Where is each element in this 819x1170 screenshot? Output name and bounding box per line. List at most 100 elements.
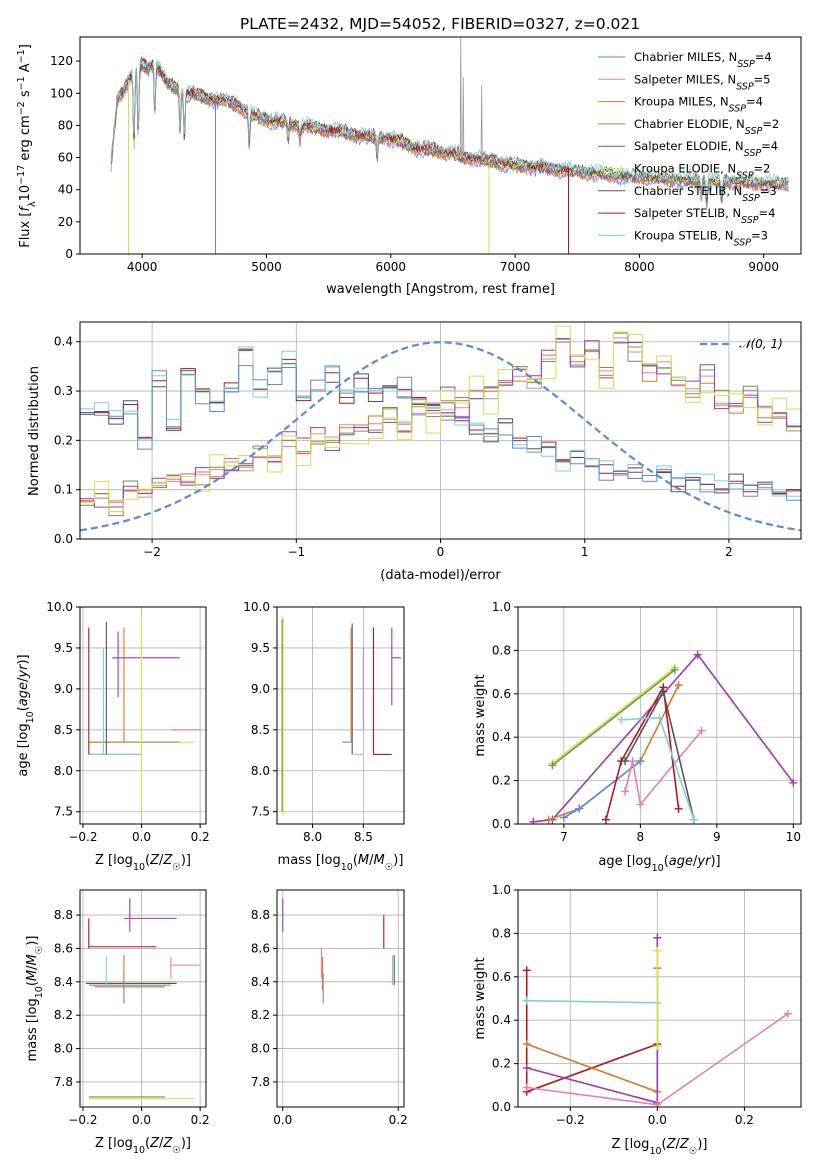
y-tick-label: 20: [58, 215, 73, 229]
weight-marker: [529, 817, 538, 824]
y-tick-label: 8.2: [251, 1008, 270, 1022]
x-tick-label: 9000: [748, 260, 779, 274]
y-tick-label: 9.0: [251, 682, 270, 696]
weight-marker: [601, 815, 610, 824]
hist-salp_elodie: [80, 338, 801, 508]
legend-entry: Kroupa MILES, NSSP=4: [634, 95, 763, 115]
y-tick-label: 8.0: [251, 764, 270, 778]
y-tick-label: 10.0: [46, 600, 73, 614]
weight-line-salp_elodie: [533, 653, 795, 823]
y-tick-label: 8.5: [251, 723, 270, 737]
emission-spike: [480, 85, 483, 160]
emission-spike: [462, 77, 465, 158]
gaussian-curve: [80, 341, 801, 532]
spectrum-line-salp_stelib: [110, 56, 569, 254]
x-tick-label: −0.2: [556, 1113, 585, 1127]
weight-marker: [548, 761, 557, 770]
x-tick-label: 0.0: [273, 1113, 292, 1127]
legend-entry: Chabrier STELIB, NSSP=3: [634, 184, 777, 204]
y-tick-label: 9.5: [251, 641, 270, 655]
weight-marker: [522, 1040, 531, 1049]
plot-frame: [79, 889, 207, 1108]
y-tick-label: 8.8: [54, 908, 73, 922]
weight-marker: [659, 687, 668, 696]
y-tick-label: 1.0: [492, 883, 511, 897]
x-tick-label: 10: [786, 830, 801, 844]
weight-marker: [575, 804, 584, 813]
weight-marker: [522, 1063, 531, 1072]
plot-frame: [79, 36, 802, 255]
residuals-panel: −2 −1 0 1 2 0.0 0.1 0.2 0.3 0.4 (data-model)/error…: [27, 321, 802, 583]
y-axis-label: age [log10(age/yr)]: [16, 654, 36, 776]
x-tick-label: 0.2: [735, 1113, 754, 1127]
x-tick-label: −1: [287, 545, 305, 559]
weight-marker: [670, 665, 679, 674]
y-axis-label: Normed distribution: [27, 366, 42, 496]
x-tick-label: 5000: [251, 260, 282, 274]
y-tick-label: 8.4: [251, 975, 270, 989]
figure-title: PLATE=2432, MJD=54052, FIBERID=0327, z=0…: [240, 15, 640, 33]
ebv-mass-panel: 0.0 0.2 7.8 8.0 8.2 8.4 8.6 8.8: [251, 889, 408, 1127]
y-tick-label: 0: [65, 247, 73, 261]
x-tick-label: 0.0: [648, 1113, 667, 1127]
weight-marker: [653, 946, 662, 955]
z-age-panel: −0.2 0.0 0.2 7.5 8.0 8.5 9.0 9.5 10.0 Z [log10(Z/…: [16, 600, 210, 873]
y-tick-label: 0.3: [54, 384, 73, 398]
y-tick-label: 120: [50, 54, 73, 68]
y-tick-label: 8.5: [54, 723, 73, 737]
y-tick-label: 0.8: [492, 926, 511, 940]
legend-entry: Salpeter STELIB, NSSP=4: [634, 206, 775, 226]
y-tick-label: 60: [58, 151, 73, 165]
x-tick-label: 7: [560, 830, 568, 844]
y-tick-label: 8.6: [54, 941, 73, 955]
weight-marker: [522, 996, 531, 1005]
x-tick-label: 8.5: [354, 830, 373, 844]
plot-frame: [276, 606, 405, 825]
weight-marker: [522, 966, 531, 975]
errorbars: [85, 898, 201, 1100]
spectrum-lines: [110, 37, 789, 254]
y-tick-label: 9.5: [54, 641, 73, 655]
age-weight-panel: 7 8 9 10 0.0 0.2 0.4 0.6 0.8 1.0 age [log10(age/yr…: [473, 600, 802, 874]
x-tick-label: −2: [143, 545, 161, 559]
plot-frame: [276, 889, 405, 1108]
weight-marker: [621, 787, 630, 796]
hist-chab_miles: [80, 365, 801, 501]
y-tick-label: 9.0: [54, 682, 73, 696]
weight-marker: [783, 1009, 792, 1018]
y-tick-label: 7.8: [251, 1075, 270, 1089]
weight-marker: [693, 650, 702, 659]
plot-frame: [517, 606, 802, 825]
x-axis-label: Z [log10(Z/Z☉)]: [612, 1137, 708, 1157]
x-tick-label: 0.2: [389, 1113, 408, 1127]
weight-marker: [621, 757, 630, 766]
legend-entry: Chabrier ELODIE, NSSP=2: [634, 117, 779, 136]
legend-entry: Salpeter MILES, NSSP=5: [634, 72, 771, 92]
y-tick-label: 0.2: [492, 1057, 511, 1071]
weight-marker: [653, 1100, 662, 1107]
x-axis-label: Z [log10(Z/Z☉)]: [95, 853, 191, 873]
y-tick-label: 80: [58, 118, 73, 132]
y-tick-label: 0.6: [492, 970, 511, 984]
weight-marker: [653, 933, 662, 942]
spectrum-line-chab_stelib: [110, 58, 789, 203]
x-tick-label: 0.0: [132, 830, 151, 844]
y-tick-label: 8.2: [54, 1008, 73, 1022]
spectrum-line-krou_stelib: [110, 57, 789, 199]
legend-entry: Kroupa STELIB, NSSP=3: [634, 228, 768, 248]
y-tick-label: 0.8: [492, 643, 511, 657]
hist-chab_elodie: [80, 332, 801, 517]
weight-line-chab_elodie: [551, 669, 676, 767]
y-tick-label: 8.0: [251, 1042, 270, 1056]
y-tick-label: 8.0: [54, 764, 73, 778]
x-axis-label: Z [log10(Z/Z☉)]: [95, 1136, 191, 1156]
x-tick-label: 0.2: [191, 1113, 210, 1127]
legend-entry: Salpeter ELODIE, NSSP=4: [634, 139, 778, 159]
weight-marker: [636, 757, 645, 766]
plot-frame: [79, 606, 207, 825]
x-tick-label: 4000: [127, 260, 158, 274]
hist-chab_stelib: [80, 348, 801, 495]
weight-marker: [544, 815, 553, 824]
errorbars: [281, 616, 401, 816]
